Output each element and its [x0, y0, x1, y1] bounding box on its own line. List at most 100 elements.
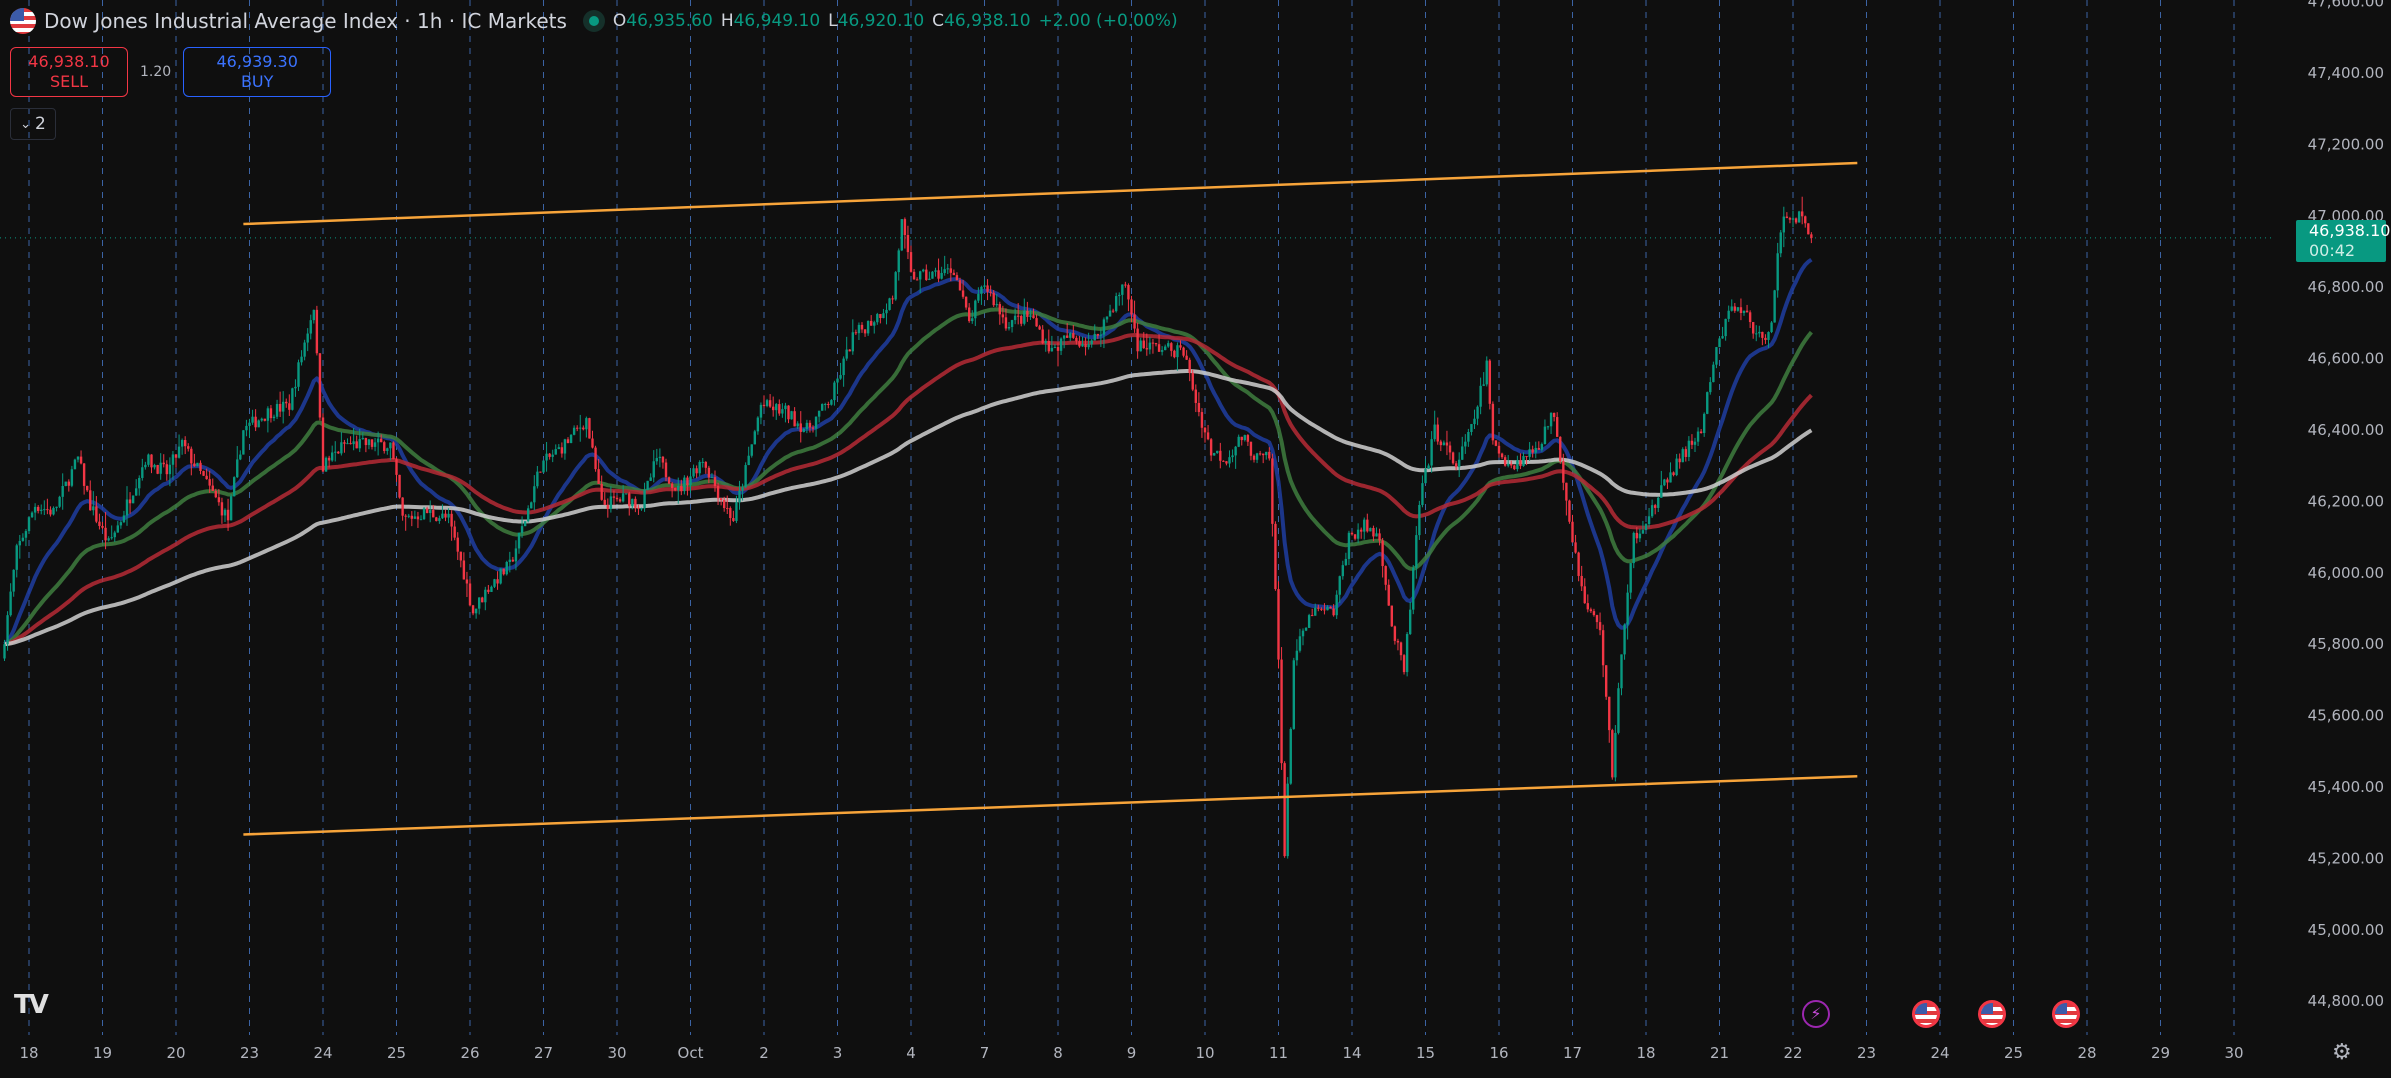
candle-body — [762, 404, 766, 406]
price-tick-label: 46,200.00 — [2308, 492, 2384, 510]
candle-body — [526, 508, 530, 522]
candle-body — [64, 481, 67, 487]
candle-body — [1225, 461, 1228, 464]
candle-body — [1684, 449, 1688, 457]
candle-body — [912, 271, 916, 280]
time-tick-label: 24 — [1930, 1044, 1949, 1062]
open-label: O — [612, 11, 627, 31]
candle-body — [621, 493, 625, 502]
us-flag-event-icon[interactable] — [1912, 1000, 1940, 1028]
candle-body — [646, 480, 649, 490]
candle-body — [563, 439, 567, 454]
indicators-toggle-button[interactable]: ⌄ 2 — [10, 108, 56, 140]
candle-body — [793, 411, 796, 427]
candle-body — [1611, 730, 1614, 778]
time-tick-label: 14 — [1342, 1044, 1361, 1062]
price-axis[interactable]: 47,600.0047,400.0047,200.0047,000.0046,8… — [2308, 0, 2384, 1010]
trade-panel: 46,938.10 SELL 1.20 46,939.30 BUY — [10, 47, 332, 97]
candle-body — [141, 467, 144, 478]
candle-body — [1261, 453, 1265, 456]
candle-body — [1555, 417, 1559, 437]
candle-body — [107, 538, 110, 541]
candle-body — [1479, 385, 1482, 407]
candle-body — [174, 454, 178, 458]
candle-body — [358, 439, 361, 449]
candle-body — [1485, 360, 1488, 385]
candle-body — [1320, 608, 1323, 610]
candle-body — [471, 605, 475, 614]
candle-body — [940, 272, 943, 279]
candle-body — [1323, 609, 1326, 611]
candle-body — [1317, 607, 1320, 609]
candle-body — [1773, 290, 1776, 323]
candle-body — [845, 349, 848, 359]
candle-body — [882, 313, 885, 319]
candle-body — [937, 270, 940, 279]
candle-body — [971, 318, 974, 322]
candle-body — [735, 502, 738, 521]
candle-body — [456, 537, 459, 552]
candle-body — [1797, 211, 1801, 223]
candle-body — [992, 292, 995, 306]
symbol-title[interactable]: Dow Jones Industrial Average Index · 1h … — [44, 9, 567, 33]
gear-icon[interactable]: ⚙ — [2332, 1040, 2352, 1065]
candle-body — [1216, 450, 1219, 454]
candle-body — [768, 400, 772, 407]
us-flag-event-icon[interactable] — [1978, 1000, 2006, 1028]
candle-body — [1800, 211, 1804, 217]
time-tick-label: Oct — [678, 1044, 704, 1062]
candle-body — [1118, 294, 1121, 297]
time-tick-label: 23 — [1857, 1044, 1876, 1062]
candle-body — [1314, 607, 1317, 616]
buy-button[interactable]: 46,939.30 BUY — [183, 47, 332, 97]
candle-body — [401, 497, 404, 516]
candle-body — [275, 403, 279, 417]
candle-body — [1050, 347, 1054, 352]
candles — [3, 196, 1813, 859]
candle-body — [1307, 615, 1311, 628]
tradingview-logo[interactable]: TV — [14, 990, 49, 1020]
candle-body — [211, 485, 214, 491]
candle-body — [346, 443, 349, 445]
candle-body — [771, 406, 775, 411]
candle-body — [698, 462, 701, 474]
candle-body — [297, 362, 300, 387]
candle-body — [291, 388, 294, 410]
candle-body — [281, 401, 285, 412]
time-tick-label: 10 — [1195, 1044, 1214, 1062]
candle-body — [309, 320, 312, 334]
candle-body — [1506, 463, 1510, 466]
candle-body — [879, 314, 882, 319]
candle-body — [624, 493, 628, 495]
candle-body — [1231, 455, 1234, 458]
sell-button[interactable]: 46,938.10 SELL — [10, 47, 128, 97]
candle-body — [214, 490, 218, 498]
candle-body — [1693, 441, 1697, 445]
candle-body — [1405, 634, 1409, 673]
candle-body — [719, 498, 723, 501]
lightning-event-icon[interactable]: ⚡ — [1802, 1000, 1830, 1028]
time-tick-label: 2 — [759, 1044, 769, 1062]
candle-body — [1442, 442, 1446, 446]
ohlc-values: O46,935.60 H46,949.10 L46,920.10 C46,938… — [613, 11, 1178, 31]
candle-body — [827, 403, 830, 405]
candle-body — [208, 479, 211, 486]
candle-body — [931, 271, 934, 279]
time-axis[interactable]: 18 19 20 23 24 25 26 27 30 Oct 2 3 4 7 8 9 10 11 14 15 16 17 1… — [19, 1044, 2243, 1062]
candle-body — [226, 509, 230, 521]
candle-body — [1338, 576, 1341, 595]
us-flag-event-icon[interactable] — [2052, 1000, 2080, 1028]
candle-body — [373, 442, 377, 447]
candle-body — [248, 422, 251, 426]
candle-body — [888, 298, 891, 310]
candle-body — [983, 285, 986, 287]
candle-body — [1791, 218, 1795, 220]
candle-body — [104, 527, 107, 541]
candle-body — [1399, 642, 1403, 656]
candle-body — [389, 442, 392, 449]
candle-body — [955, 275, 959, 281]
candle-body — [343, 442, 346, 444]
channel-lines[interactable] — [243, 161, 1858, 836]
candle-body — [808, 422, 812, 428]
